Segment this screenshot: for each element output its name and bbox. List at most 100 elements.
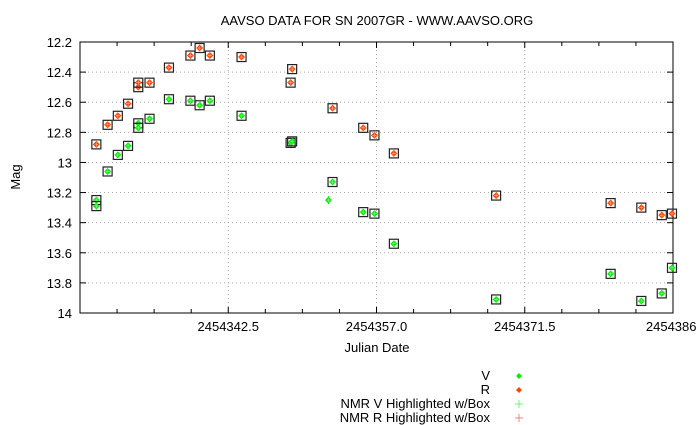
highlight-box	[327, 176, 338, 188]
plus-marker	[147, 80, 152, 85]
y-tick-label: 13.8	[47, 276, 72, 291]
data-point	[122, 98, 134, 109]
data-point	[236, 51, 247, 63]
highlight-box	[605, 197, 616, 209]
plus-marker	[136, 80, 141, 85]
data-point	[122, 140, 134, 151]
highlight-box	[666, 262, 678, 273]
plus-marker	[105, 122, 110, 127]
highlight-box	[144, 113, 155, 124]
plus-marker	[126, 101, 131, 106]
data-point	[163, 62, 175, 73]
y-tick-label: 12.2	[47, 35, 72, 50]
plus-marker	[188, 98, 193, 103]
highlight-box	[388, 148, 399, 159]
plus-marker	[207, 98, 212, 103]
highlight-box	[112, 110, 123, 121]
highlight-box	[369, 208, 380, 219]
plus-marker	[197, 103, 202, 108]
data-point	[666, 262, 678, 273]
plus-marker	[136, 125, 141, 130]
highlight-box	[369, 130, 380, 141]
plus-marker	[188, 53, 193, 58]
data-point	[91, 139, 102, 150]
legend-diamond-icon	[516, 387, 522, 393]
plus-marker	[372, 133, 377, 138]
data-point	[102, 166, 113, 177]
plus-marker	[326, 198, 331, 203]
plus-marker	[197, 46, 202, 51]
x-axis-label: Julian Date	[344, 340, 409, 355]
highlight-box	[358, 207, 369, 218]
plus-marker	[669, 211, 674, 216]
data-point	[112, 110, 123, 121]
legend-plus-icon	[515, 414, 523, 422]
highlight-box	[287, 136, 298, 147]
highlight-box	[204, 50, 215, 61]
y-tick-label: 13.4	[47, 216, 72, 231]
highlight-box	[287, 63, 298, 75]
data-point	[287, 63, 298, 75]
legend-label: V	[481, 368, 490, 383]
plus-marker	[659, 291, 664, 296]
plus-marker	[290, 139, 295, 144]
highlight-box	[358, 122, 369, 133]
legend-entry: NMR V Highlighted w/Box	[340, 396, 523, 411]
data-point	[133, 77, 144, 88]
x-tick-label: 2454342.5	[198, 319, 259, 334]
data-point	[327, 103, 338, 114]
data-point	[388, 148, 399, 159]
plus-marker	[494, 193, 499, 198]
highlight-box	[122, 140, 134, 151]
highlight-box	[122, 98, 134, 109]
data-point	[491, 190, 502, 201]
data-point	[194, 100, 205, 111]
plus-marker	[207, 53, 212, 58]
data-point	[605, 197, 616, 209]
data-point	[656, 288, 667, 299]
highlight-box	[636, 295, 647, 307]
data-point	[185, 95, 196, 106]
highlight-box	[91, 201, 102, 212]
highlight-box	[327, 103, 338, 114]
legend-diamond-icon	[516, 373, 522, 379]
highlight-box	[194, 42, 205, 54]
plus-marker	[166, 97, 171, 102]
y-axis-label: Mag	[8, 164, 23, 189]
plus-marker	[115, 113, 120, 118]
highlight-box	[636, 202, 647, 213]
highlight-box	[285, 77, 296, 88]
data-point	[324, 196, 332, 205]
plus-marker	[290, 67, 295, 72]
data-point	[327, 176, 338, 188]
y-tick-label: 12.8	[47, 125, 72, 140]
data-point	[358, 207, 369, 218]
highlight-box	[185, 50, 196, 61]
y-tick-label: 14	[58, 306, 72, 321]
data-point	[236, 110, 247, 121]
plus-marker	[94, 142, 99, 147]
data-point	[204, 95, 215, 106]
data-point	[388, 238, 399, 249]
legend-entry: V	[481, 368, 522, 383]
plus-marker	[330, 106, 335, 111]
data-point	[163, 94, 175, 105]
legend-plus-icon	[515, 400, 523, 408]
data-point	[144, 113, 155, 124]
plus-marker	[239, 55, 244, 60]
plus-marker	[494, 297, 499, 302]
plus-marker	[669, 265, 674, 270]
y-tick-label: 13	[58, 155, 72, 170]
data-point	[369, 208, 380, 219]
data-point	[636, 295, 647, 307]
y-tick-label: 13.2	[47, 186, 72, 201]
plus-marker	[361, 125, 366, 130]
legend-label: NMR V Highlighted w/Box	[340, 396, 490, 411]
data-point	[102, 119, 113, 130]
highlight-box	[102, 166, 113, 177]
highlight-box	[656, 288, 667, 299]
data-point	[369, 130, 380, 141]
data-point	[91, 201, 102, 212]
y-tick-label: 13.6	[47, 246, 72, 261]
